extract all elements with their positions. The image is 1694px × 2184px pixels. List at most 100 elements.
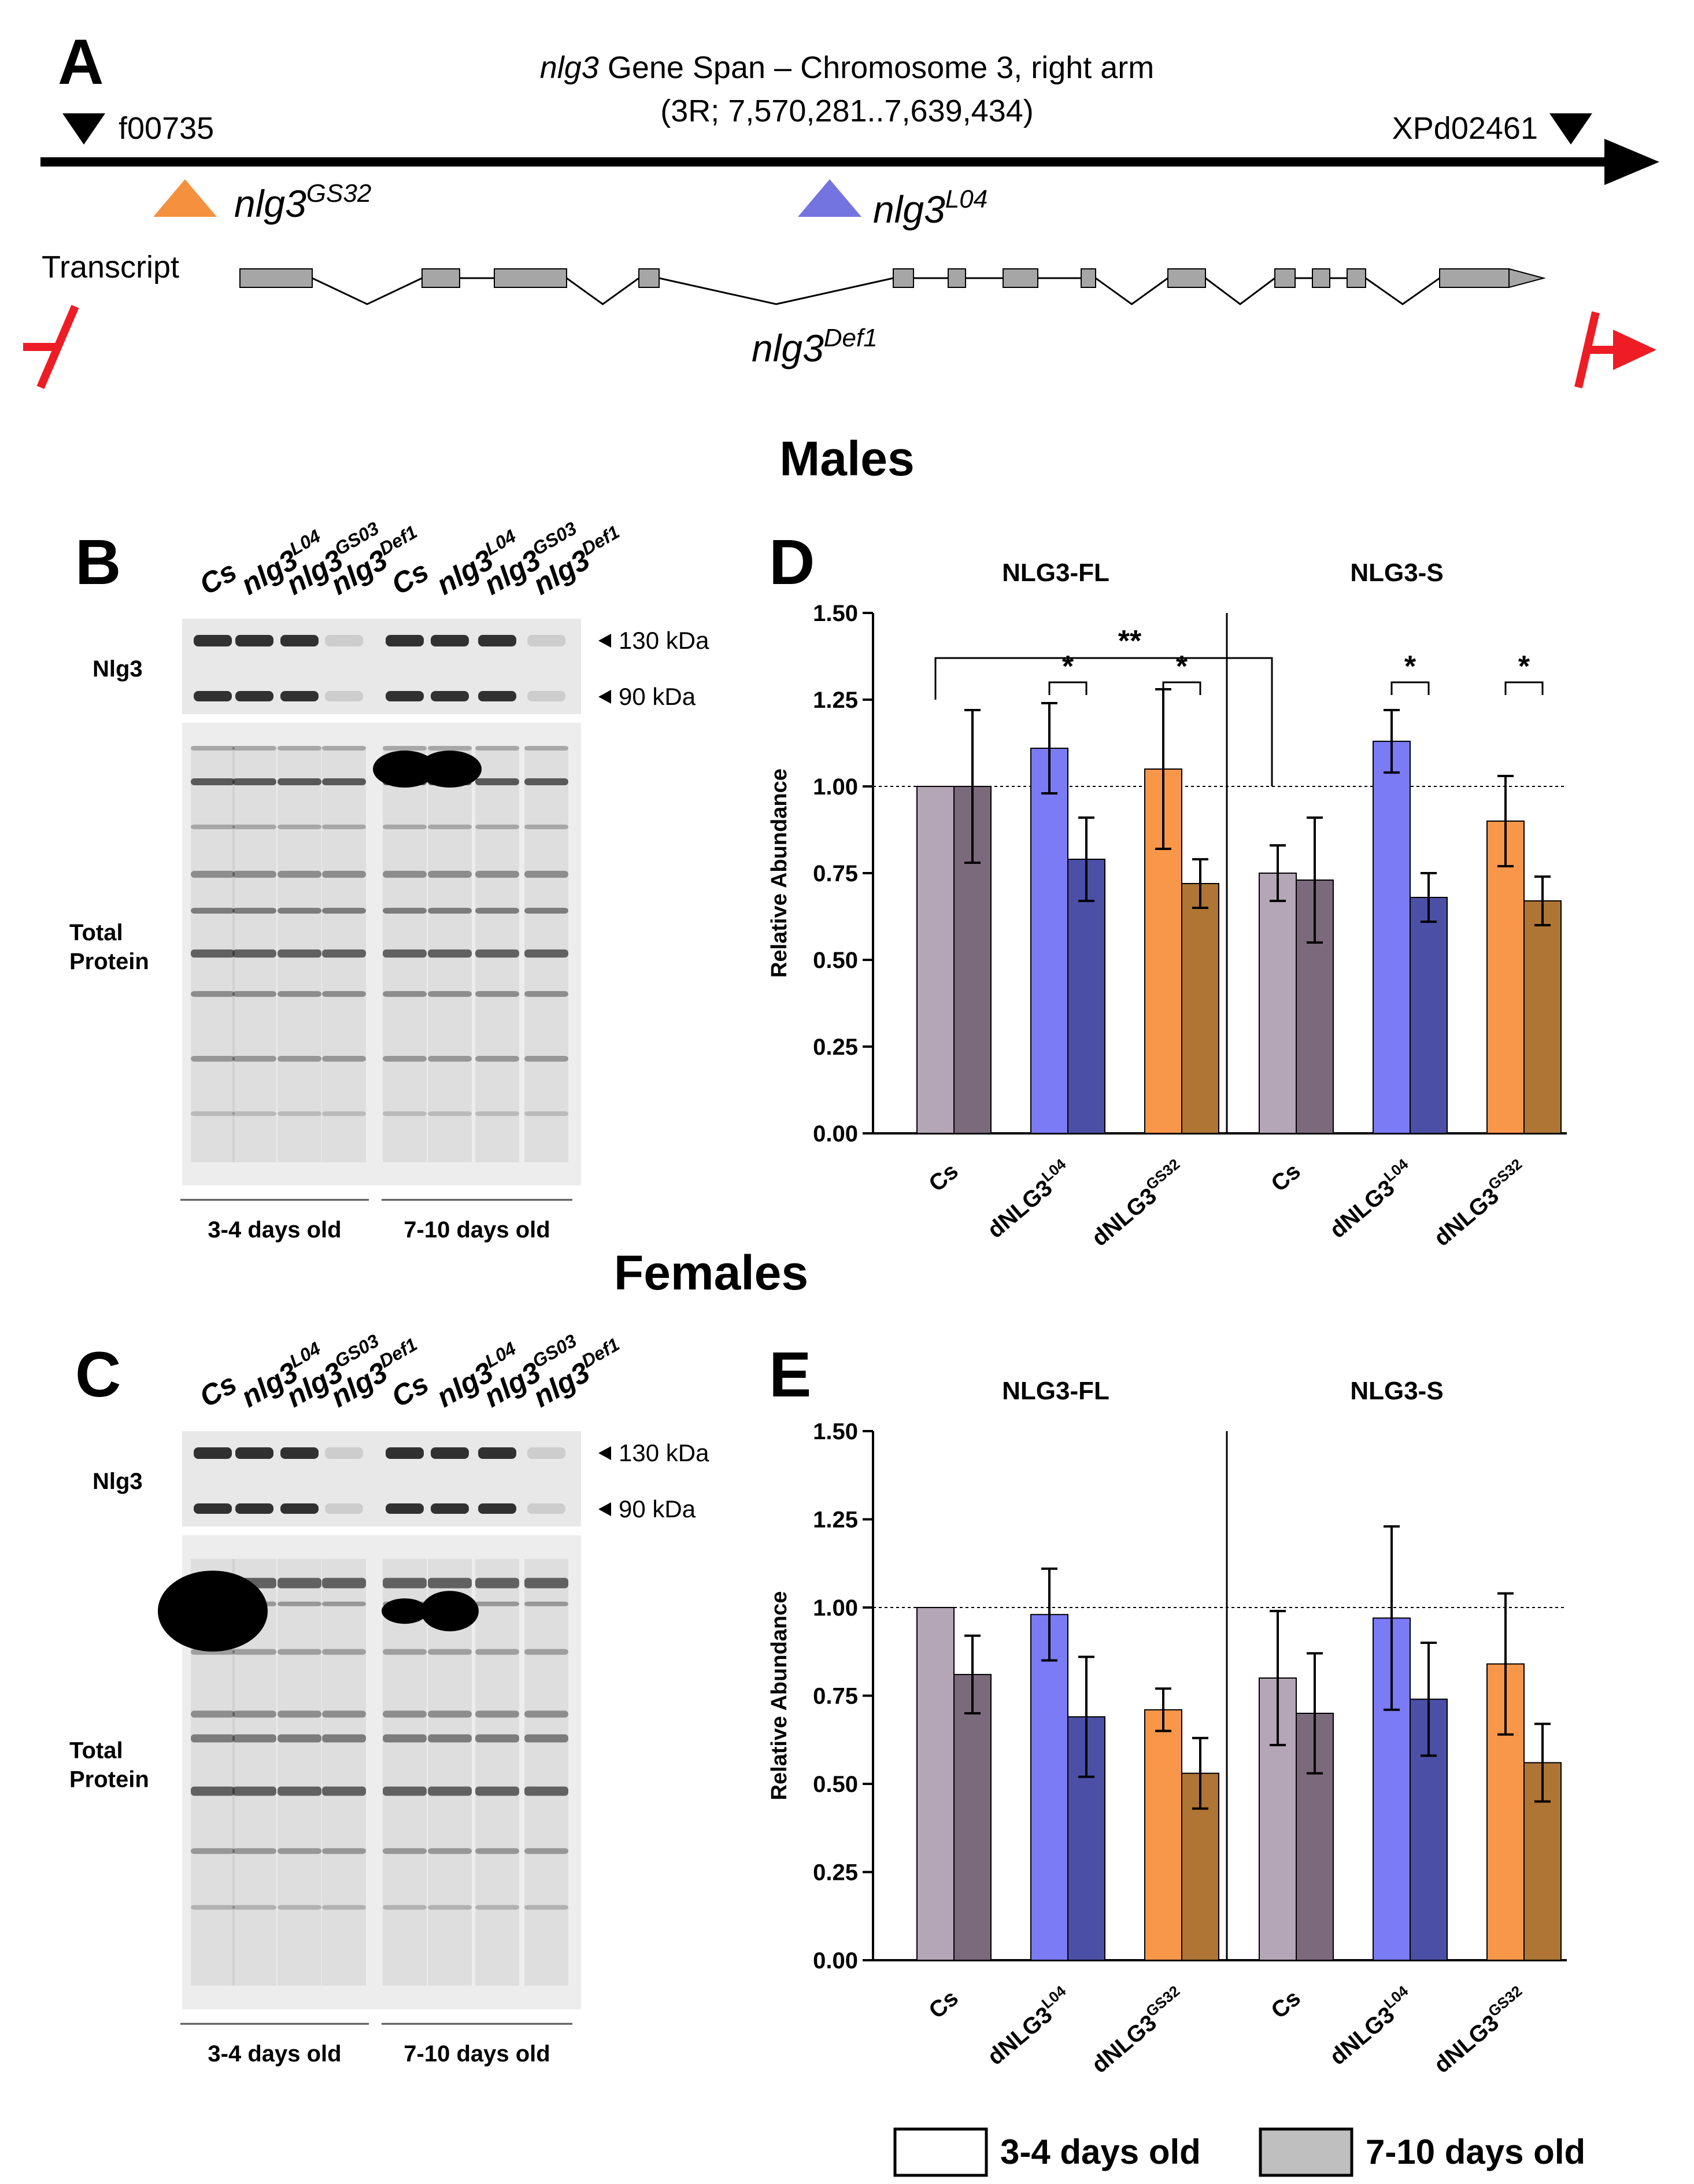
western-blot-males: Csnlg3L04nlg3GS03nlg3Def1Csnlg3L04nlg3GS… [69,518,709,1243]
band-90-kda [280,1503,319,1514]
bar-nlg3-fl-gs32-young [1144,1709,1182,1961]
total-protein-band [232,746,276,751]
total-protein-band [322,1786,366,1796]
nlg3-blot-label: Nlg3 [93,656,143,682]
total-protein-band [524,1649,568,1655]
deletion-left-breakpoint-icon [23,305,79,389]
total-protein-band [475,1577,519,1588]
total-protein-band [428,949,472,958]
gs32-allele-label: nlg3GS32 [234,179,371,225]
total-protein-band [524,871,568,878]
category-label-sup: GS32 [1142,1155,1183,1193]
total-protein-band [428,1734,472,1743]
kda-90-arrow-icon [598,1502,611,1516]
total-protein-band [475,778,519,785]
transcript-model [239,268,1546,305]
total-protein-band [428,1577,472,1588]
bar-nlg3-fl-l04-old [1067,859,1105,1134]
total-protein-band [232,1649,276,1655]
y-tick-label: 1.00 [813,1595,858,1621]
total-protein-band [278,1848,321,1854]
lane-label-sup: Def1 [578,521,623,559]
exon-box [239,268,313,288]
total-protein-band [232,908,276,914]
band-130-kda [280,1447,319,1459]
total-protein-band [322,1601,366,1606]
significance-label: * [1062,650,1074,683]
total-protein-band [524,908,568,914]
total-protein-band [524,825,568,829]
kda-90-arrow-icon [598,690,611,704]
lane-label: Cs [194,555,242,601]
kda-130-arrow-icon [598,634,611,648]
western-blot-females: Csnlg3L04nlg3GS03nlg3Def1Csnlg3L04nlg3GS… [69,1330,709,2067]
kda-130-arrow-icon [598,1446,611,1460]
total-protein-band [383,825,427,829]
band-130-kda [194,635,232,646]
total-protein-band [278,1649,321,1655]
total-protein-band [475,746,519,751]
total-protein-band [475,825,519,829]
total-protein-band [524,949,568,958]
group-title: NLG3-FL [1002,559,1109,587]
y-axis-label: Relative Abundance [767,1591,791,1801]
age-legend: 3-4 days old 7-10 days old [893,2127,1585,2177]
exon-box [638,268,660,288]
total-protein-band [383,1710,427,1718]
total-protein-band [383,871,427,878]
total-protein-band [322,1734,366,1743]
significance-label: * [1518,650,1530,683]
band-130-kda [386,1447,424,1459]
saturated-band [382,1598,428,1624]
saturated-band [418,751,482,788]
gene-span-title-rest: Gene Span – Chromosome 3, right arm [599,50,1154,85]
band-130-kda [235,635,273,646]
total-protein-band [383,1786,427,1796]
y-tick-label: 0.25 [813,1034,858,1060]
total-protein-band [191,1848,235,1854]
panel-a: A nlg3 Gene Span – Chromosome 3, right a… [23,27,1659,389]
total-protein-band [524,1111,568,1116]
band-90-kda [478,1503,516,1514]
total-protein-band [322,1649,366,1655]
band-130-kda [386,635,424,646]
total-protein-band [383,1649,427,1655]
l04-insertion-icon [798,179,861,217]
l04-allele-label: nlg3L04 [873,185,987,231]
total-protein-band [232,991,276,997]
total-protein-band [428,991,472,997]
total-protein-band [428,1710,472,1718]
legend-swatch-old [1259,2127,1353,2177]
lane-label-base: Cs [194,1367,242,1413]
left-marker-label: f00735 [119,111,214,146]
bar-nlg3-fl-cs-young [916,1607,955,1961]
chart-males-relative-abundance: Relative Abundance 0.00 0.25 0.50 0.75 1.00 1.… [767,559,1567,1251]
total-protein-band [278,1734,321,1743]
bar-nlg3-fl-gs32-old [1181,883,1219,1134]
category-label: Cs [1266,1158,1305,1197]
band-90-kda [194,1503,232,1514]
y-tick-label: 1.50 [813,601,858,626]
total-protein-band [322,1577,366,1588]
total-protein-band [278,949,321,958]
total-protein-band [232,1734,276,1743]
significance-bracket [1390,681,1430,695]
total-protein-band [232,778,276,785]
age-label-young: 3-4 days old [208,2041,341,2067]
category-label: dNLG3GS32 [1085,1155,1191,1251]
total-protein-band [232,1905,276,1910]
total-protein-band [322,1056,366,1062]
lane-label: Cs [194,1367,242,1413]
lane-smear [232,746,276,1162]
total-protein-band [278,1111,321,1116]
y-tick-label: 0.50 [813,948,858,973]
category-label-sup: GS32 [1142,1982,1183,2020]
band-90-kda [527,691,565,701]
kda-90-label: 90 kDa [619,683,696,710]
total-protein-band [524,1577,568,1588]
category-label-sup: GS32 [1485,1982,1525,2020]
bar-nlg3-s-cs-young [1259,873,1297,1134]
lane-smear [322,1559,366,1986]
legend-swatch-young [893,2127,988,2177]
significance-bracket [934,657,1273,786]
